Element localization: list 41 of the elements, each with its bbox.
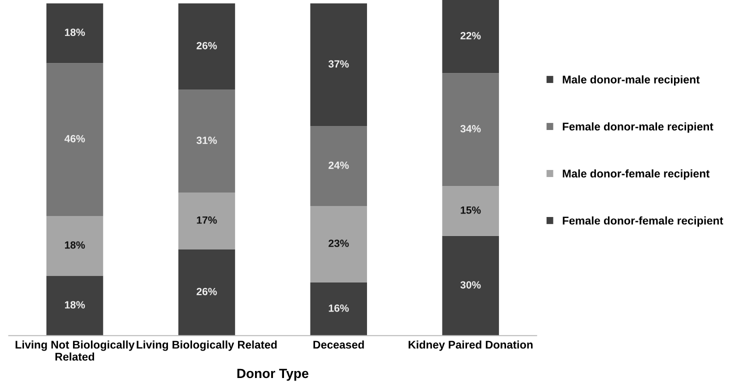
data-label: 18% [65,28,85,36]
bar [178,249,236,336]
data-label: 46% [64,134,85,142]
data-label: 24% [328,162,349,169]
data-label: 16% [328,304,349,312]
data-label: 30% [460,281,481,289]
data-label: 23% [328,240,349,248]
bar [442,186,499,236]
bar [442,73,499,186]
legend-label: Male donor-male recipient [562,75,700,86]
legend-label: Female donor-male recipient [562,122,714,133]
bar [442,0,499,74]
bar [178,90,236,193]
bar [178,3,236,90]
data-label: 26% [196,42,217,50]
x-tick-label: Living Not Biologically Related [16,340,135,361]
data-label: 17% [196,216,217,224]
bar [46,216,104,276]
bar [46,3,104,64]
bar [310,206,368,282]
data-label: 15% [460,206,481,214]
data-label: 22% [460,32,481,40]
bar [310,126,368,206]
data-label: 18% [65,241,85,249]
x-tick-label: Living Biologically Related [136,340,277,351]
x-axis-title: Donor Type [237,368,308,381]
legend-label: Male donor-female recipient [562,169,710,180]
x-tick-label: Deceased [313,340,364,349]
x-tick-label: Kidney Paired Donation [408,340,533,351]
bar [178,192,236,250]
bar [46,276,104,336]
data-label: 34% [460,125,481,132]
data-label: 18% [65,301,85,309]
bar [442,236,499,336]
legend-label: Female donor-female recipient [562,216,724,227]
data-label: 26% [196,288,217,296]
bar [46,63,104,216]
bar [310,282,368,336]
data-label: 31% [196,136,217,144]
data-label: 37% [328,60,349,68]
bar [310,3,368,126]
